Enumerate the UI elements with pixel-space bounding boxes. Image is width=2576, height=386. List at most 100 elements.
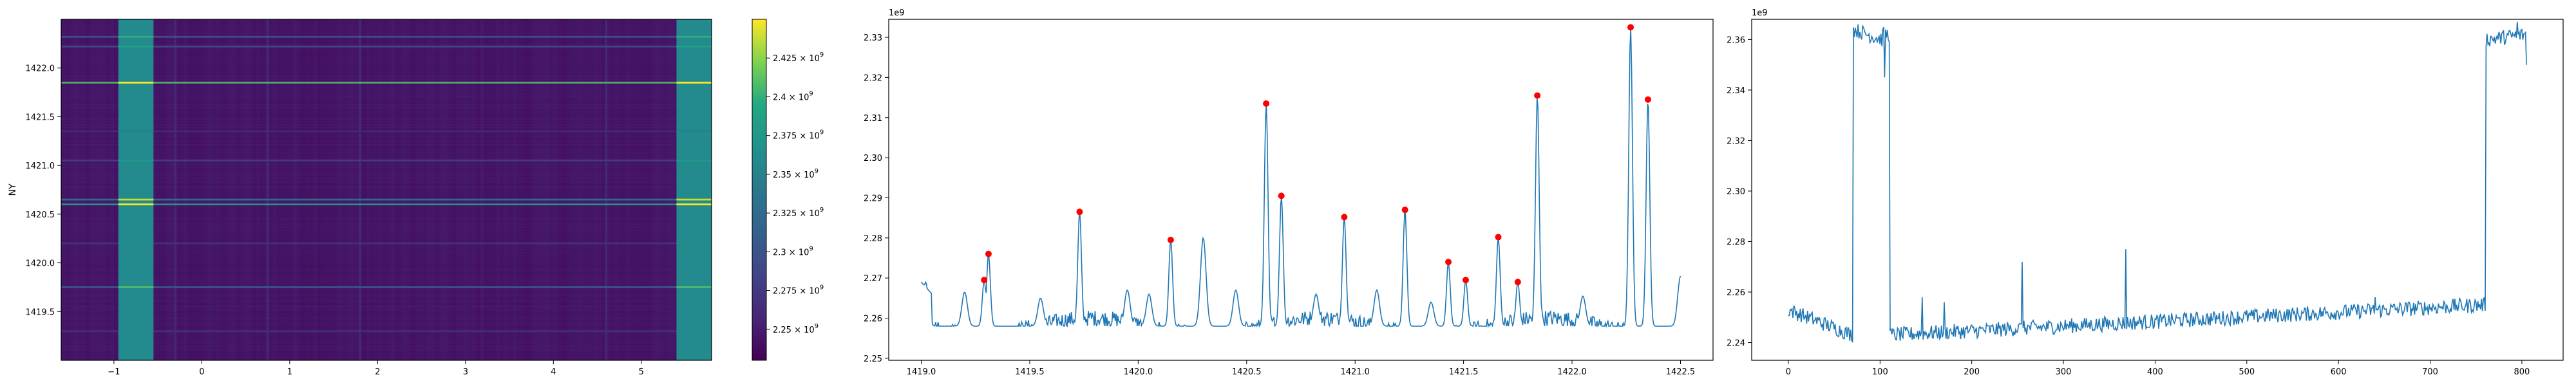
heatmap-row — [61, 226, 712, 228]
heatmap-row — [61, 187, 712, 188]
heatmap-row — [61, 22, 712, 23]
heatmap-row-line — [61, 160, 712, 161]
heatmap-row — [61, 331, 712, 333]
index-line-chart: 0 100 200 300 400 500 600 700 800 2.242.262.282.… — [1727, 8, 2564, 377]
heatmap-row — [61, 172, 712, 174]
chart2-y-tick-label: 2.33 — [864, 33, 882, 43]
heatmap-image — [61, 19, 712, 360]
heatmap-row — [61, 167, 712, 168]
heatmap-row — [61, 53, 712, 55]
heatmap-row-line — [61, 286, 712, 288]
chart3-x-tick-label: 600 — [2331, 367, 2347, 377]
heatmap-row — [61, 24, 712, 26]
heatmap-row — [61, 309, 712, 310]
heatmap-bright-band — [676, 19, 712, 360]
colorbar-tick-exponent: 9 — [815, 323, 819, 330]
heatmap-row — [61, 127, 712, 129]
chart2-y-tick-label: 2.28 — [864, 234, 882, 244]
heatmap-band-row-line — [118, 286, 154, 288]
heatmap-row — [61, 292, 712, 293]
heatmap-x-tick-label: −1 — [108, 367, 120, 377]
heatmap-row — [61, 232, 712, 234]
heatmap-band-row-line — [118, 330, 154, 332]
colorbar-tick-exponent: 9 — [820, 129, 824, 136]
chart2-y-tick-label: 2.31 — [864, 114, 882, 124]
colorbar-tick-exponent: 9 — [820, 207, 824, 214]
heatmap-row — [61, 311, 712, 313]
colorbar-frame — [752, 19, 767, 361]
heatmap-row — [61, 33, 712, 35]
heatmap-row — [61, 241, 712, 242]
heatmap-row — [61, 107, 712, 109]
chart3-x-tick-label: 300 — [2056, 367, 2072, 377]
heatmap-row — [61, 255, 712, 256]
heatmap-x-tick-label: 3 — [463, 367, 468, 377]
heatmap-row — [61, 340, 712, 342]
colorbar: 2.25 × 109 2.275 × 109 2.3 × 109 2.325 × 10… — [752, 19, 824, 361]
heatmap-row-line — [61, 242, 712, 244]
heatmap-row — [61, 275, 712, 276]
heatmap-row — [61, 78, 712, 80]
heatmap-row — [61, 90, 712, 91]
peak-marker — [1263, 100, 1270, 107]
heatmap-row — [61, 184, 712, 185]
colorbar-tick-label: 2.3 × 109 — [773, 245, 813, 257]
heatmap-band-row-line — [118, 35, 154, 38]
heatmap-row — [61, 224, 712, 225]
heatmap-band-row-line — [676, 286, 712, 288]
chart2-y-tick-label: 2.27 — [864, 274, 882, 284]
heatmap-row — [61, 201, 712, 202]
peak-marker — [1534, 92, 1541, 99]
heatmap-row — [61, 266, 712, 268]
heatmap-row — [61, 246, 712, 248]
heatmap-row — [61, 178, 712, 179]
colorbar-tick-exponent: 9 — [820, 51, 824, 59]
chart2-x-tick-label: 1420.0 — [1124, 367, 1153, 377]
chart3-y-tick-label: 2.24 — [1727, 339, 1745, 349]
heatmap-row — [61, 147, 712, 148]
heatmap-band-row-line — [676, 46, 712, 48]
heatmap-chart: −1 0 1 2 3 4 5 1419.51420.01420.51421.01421.51… — [8, 19, 712, 377]
heatmap-row — [61, 138, 712, 140]
chart3-y-tick-label: 2.26 — [1727, 288, 1745, 298]
heatmap-row — [61, 133, 712, 134]
chart3-y-tick-label: 2.34 — [1727, 86, 1745, 96]
heatmap-y-tick-label: 1420.5 — [26, 210, 55, 220]
heatmap-row — [61, 113, 712, 114]
heatmap-x-tick-label: 5 — [639, 367, 644, 377]
chart3-frame — [1751, 19, 2564, 361]
colorbar-tick-label: 2.425 × 109 — [773, 51, 824, 64]
chart3-offset-text: 1e9 — [1752, 8, 1768, 18]
chart2-x-tick-label: 1419.0 — [907, 367, 936, 377]
heatmap-row — [61, 104, 712, 106]
heatmap-row — [61, 212, 712, 214]
heatmap-row — [61, 84, 712, 86]
heatmap-band-row-line — [676, 330, 712, 332]
heatmap-row — [61, 110, 712, 111]
heatmap-row — [61, 252, 712, 253]
peak-marker — [1278, 192, 1285, 199]
peak-marker — [1167, 236, 1174, 243]
heatmap-bright-band — [118, 19, 154, 360]
chart3-x-tick-label: 700 — [2422, 367, 2438, 377]
heatmap-y-tick-label: 1422.0 — [26, 64, 55, 74]
chart2-y-tick-label: 2.26 — [864, 315, 882, 324]
peak-marker — [1644, 96, 1651, 103]
heatmap-row — [61, 76, 712, 77]
heatmap-row — [61, 93, 712, 95]
heatmap-band-row-line — [676, 198, 712, 201]
heatmap-frame — [61, 19, 712, 361]
heatmap-band-row-line — [676, 242, 712, 244]
chart2-x-axis: 1419.0 1419.5 1420.0 1420.5 1421.0 1421.5 1422… — [907, 360, 1695, 377]
heatmap-band-row-line — [676, 130, 712, 133]
colorbar-tick-label: 2.325 × 109 — [773, 207, 824, 219]
chart2-frame — [888, 19, 1714, 361]
heatmap-y-tick-label: 1421.0 — [26, 161, 55, 171]
colorbar-tick-label: 2.375 × 109 — [773, 129, 824, 142]
heatmap-row — [61, 64, 712, 66]
heatmap-row — [61, 181, 712, 182]
heatmap-row — [61, 320, 712, 322]
chart2-y-tick-label: 2.29 — [864, 194, 882, 203]
chart2-x-tick-label: 1420.5 — [1232, 367, 1262, 377]
colorbar-tick-label: 2.25 × 109 — [773, 323, 819, 335]
